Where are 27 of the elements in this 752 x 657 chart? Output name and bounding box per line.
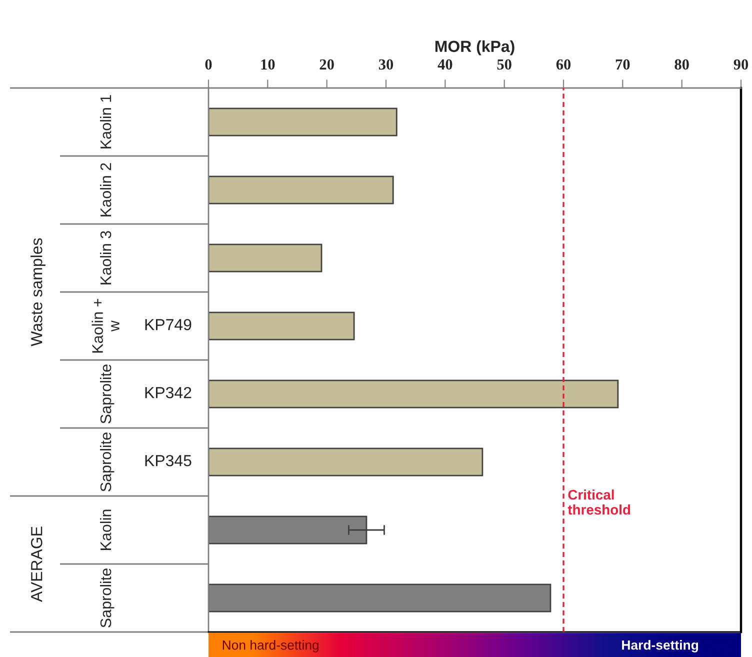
y-tick-label: Saprolite bbox=[100, 568, 114, 628]
y-tick-label: Saprolite bbox=[100, 432, 114, 492]
x-tick-label: 30 bbox=[378, 59, 394, 70]
ref-line-label: Critical threshold bbox=[568, 489, 630, 515]
text: KP342 bbox=[145, 386, 192, 398]
x-tick-label: 20 bbox=[320, 59, 334, 70]
y-tick-label: Kaolin 2 bbox=[100, 163, 112, 216]
y-tick-label: Kaolin 3 bbox=[100, 231, 112, 284]
x-tick-label: 10 bbox=[261, 59, 275, 70]
y-tick-label: Kaolin 1 bbox=[100, 95, 112, 148]
x-tick-label: 50 bbox=[497, 59, 512, 70]
x-axis-title: MOR (kPa) bbox=[435, 40, 514, 56]
text: AVERAGE bbox=[30, 526, 42, 602]
x-tick-label: 80 bbox=[674, 59, 689, 70]
y-tick-label: Kaolin bbox=[100, 510, 112, 550]
x-tick-label: 90 bbox=[734, 59, 748, 70]
text: KP749 bbox=[145, 318, 192, 330]
text: Waste samples bbox=[30, 238, 46, 346]
x-tick-label: 60 bbox=[556, 59, 571, 70]
text: KP345 bbox=[145, 454, 192, 466]
x-tick-label: 70 bbox=[616, 59, 630, 70]
text: Non hard-setting bbox=[222, 640, 319, 652]
text: Hard-setting bbox=[622, 640, 698, 652]
y-tick-label: Kaolin + w bbox=[92, 298, 120, 353]
x-tick-label: 40 bbox=[438, 59, 452, 70]
y-tick-label: Saprolite bbox=[100, 364, 114, 424]
x-tick-label: 0 bbox=[205, 59, 212, 70]
